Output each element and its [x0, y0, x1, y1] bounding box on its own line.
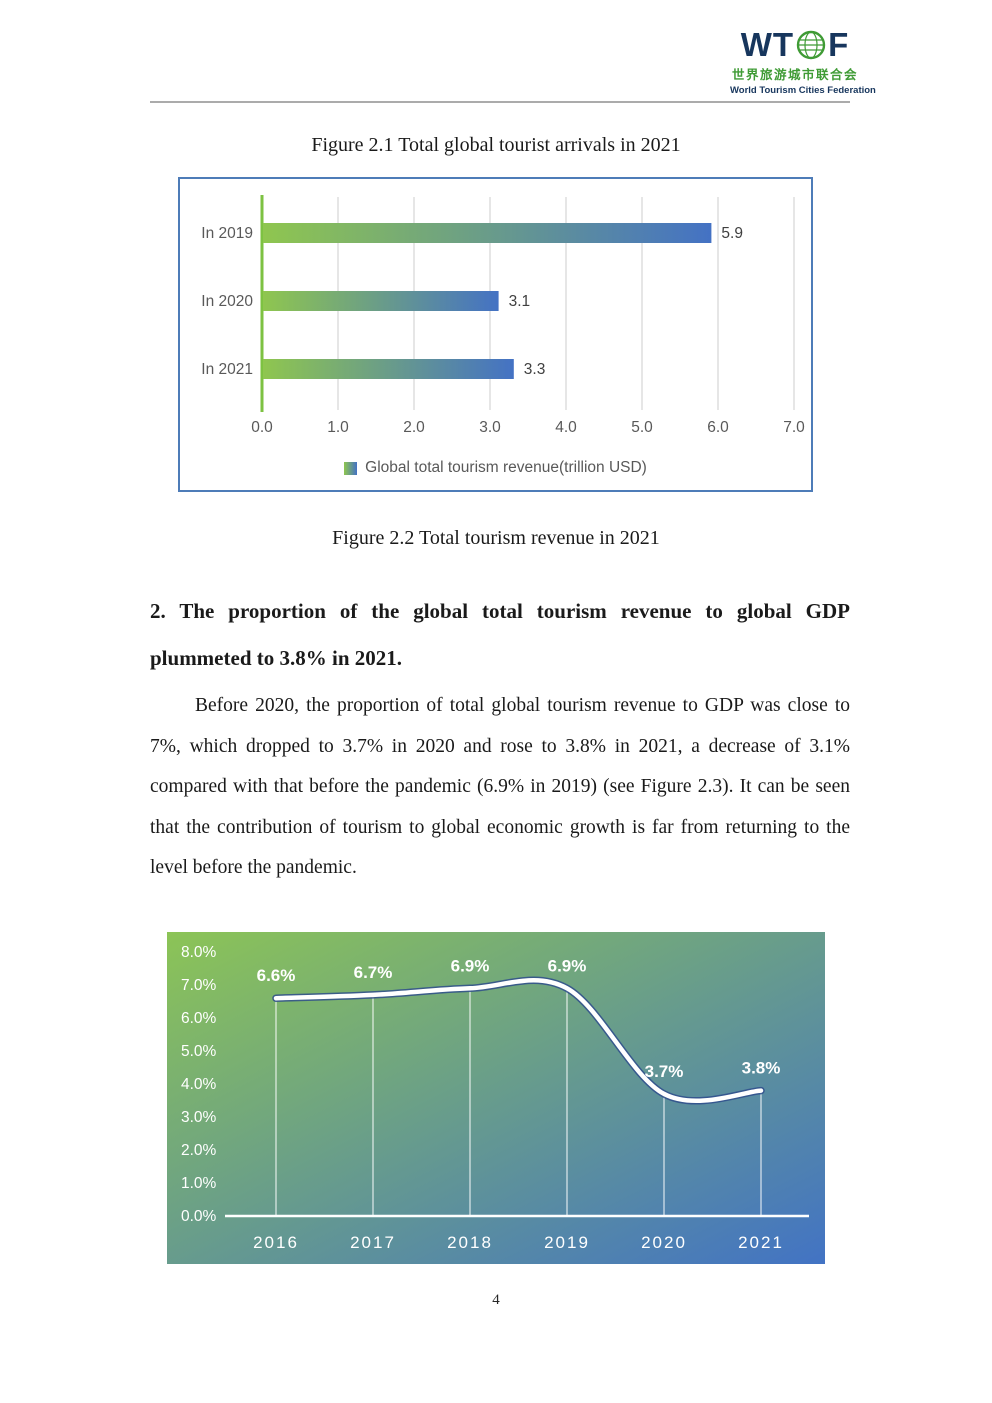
section-heading: 2. The proportion of the global total to…: [150, 599, 850, 670]
svg-text:2.0: 2.0: [403, 419, 425, 436]
figure-2-3-line-chart: 8.0% 7.0% 6.0% 5.0% 4.0% 3.0% 2.0% 1.0% 0.0% 6.6%…: [167, 932, 825, 1264]
svg-text:3.8%: 3.8%: [742, 1059, 781, 1078]
svg-text:7.0: 7.0: [783, 419, 805, 436]
svg-text:2017: 2017: [350, 1233, 396, 1252]
svg-text:3.0%: 3.0%: [181, 1109, 217, 1126]
svg-text:2018: 2018: [447, 1233, 493, 1252]
globe-icon: [795, 29, 827, 61]
line-chart-svg: 8.0% 7.0% 6.0% 5.0% 4.0% 3.0% 2.0% 1.0% 0.0% 6.6%…: [167, 932, 825, 1264]
svg-text:0.0%: 0.0%: [181, 1208, 217, 1225]
figure-2-2-caption: Figure 2.2 Total tourism revenue in 2021: [332, 527, 660, 549]
svg-text:1.0%: 1.0%: [181, 1175, 217, 1192]
legend-label: Global total tourism revenue(trillion US…: [365, 459, 647, 476]
svg-text:2020: 2020: [641, 1233, 687, 1252]
svg-text:6.0%: 6.0%: [181, 1010, 217, 1027]
figure-2-1-caption: Figure 2.1 Total global tourist arrivals…: [311, 134, 681, 156]
svg-text:3.3: 3.3: [524, 361, 546, 378]
body-paragraph: Before 2020, the proportion of total glo…: [150, 695, 850, 879]
wtcf-logo-letters: WT F: [730, 28, 860, 61]
svg-text:4.0%: 4.0%: [181, 1076, 217, 1093]
svg-text:8.0%: 8.0%: [181, 944, 217, 961]
svg-text:1.0: 1.0: [327, 419, 349, 436]
svg-text:6.0: 6.0: [707, 419, 729, 436]
svg-text:6.7%: 6.7%: [354, 963, 393, 982]
legend-swatch: [344, 461, 358, 475]
svg-text:5.9: 5.9: [721, 225, 743, 242]
bar-chart-legend: Global total tourism revenue(trillion US…: [180, 459, 811, 477]
svg-text:6.9%: 6.9%: [548, 956, 587, 975]
svg-text:2016: 2016: [253, 1233, 299, 1252]
svg-text:2021: 2021: [738, 1233, 784, 1252]
svg-text:4.0: 4.0: [555, 419, 577, 436]
svg-text:2019: 2019: [544, 1233, 590, 1252]
svg-text:5.0%: 5.0%: [181, 1043, 217, 1060]
svg-text:In 2019: In 2019: [201, 225, 253, 242]
svg-text:In 2020: In 2020: [201, 293, 253, 310]
svg-text:7.0%: 7.0%: [181, 977, 217, 994]
logo-chinese-name: 世界旅游城市联合会: [731, 68, 858, 82]
figure-2-2-bar-chart: 5.9 In 2019 3.1 In 2020 3.3 In 2021 0.0 1.0 2.0 3…: [178, 177, 813, 492]
wtcf-logo: WT F 世界旅游城市联合会 World Tourism Cities Fede…: [730, 28, 876, 96]
page-number: 4: [492, 1292, 500, 1308]
header-divider: [150, 101, 850, 103]
svg-text:5.0: 5.0: [631, 419, 653, 436]
svg-text:0.0: 0.0: [251, 419, 273, 436]
svg-text:6.9%: 6.9%: [451, 956, 490, 975]
logo-letter-f: F: [828, 26, 850, 63]
svg-text:3.7%: 3.7%: [645, 1062, 684, 1081]
logo-english-name: World Tourism Cities Federation: [730, 85, 876, 96]
bar-chart-svg: 5.9 In 2019 3.1 In 2020 3.3 In 2021 0.0 1.0 2.0 3…: [201, 195, 805, 436]
svg-text:3.1: 3.1: [509, 293, 531, 310]
logo-letters-wt: WT: [740, 26, 795, 63]
svg-text:6.6%: 6.6%: [257, 966, 296, 985]
svg-text:3.0: 3.0: [479, 419, 501, 436]
svg-text:2.0%: 2.0%: [181, 1142, 217, 1159]
svg-text:In 2021: In 2021: [201, 361, 253, 378]
